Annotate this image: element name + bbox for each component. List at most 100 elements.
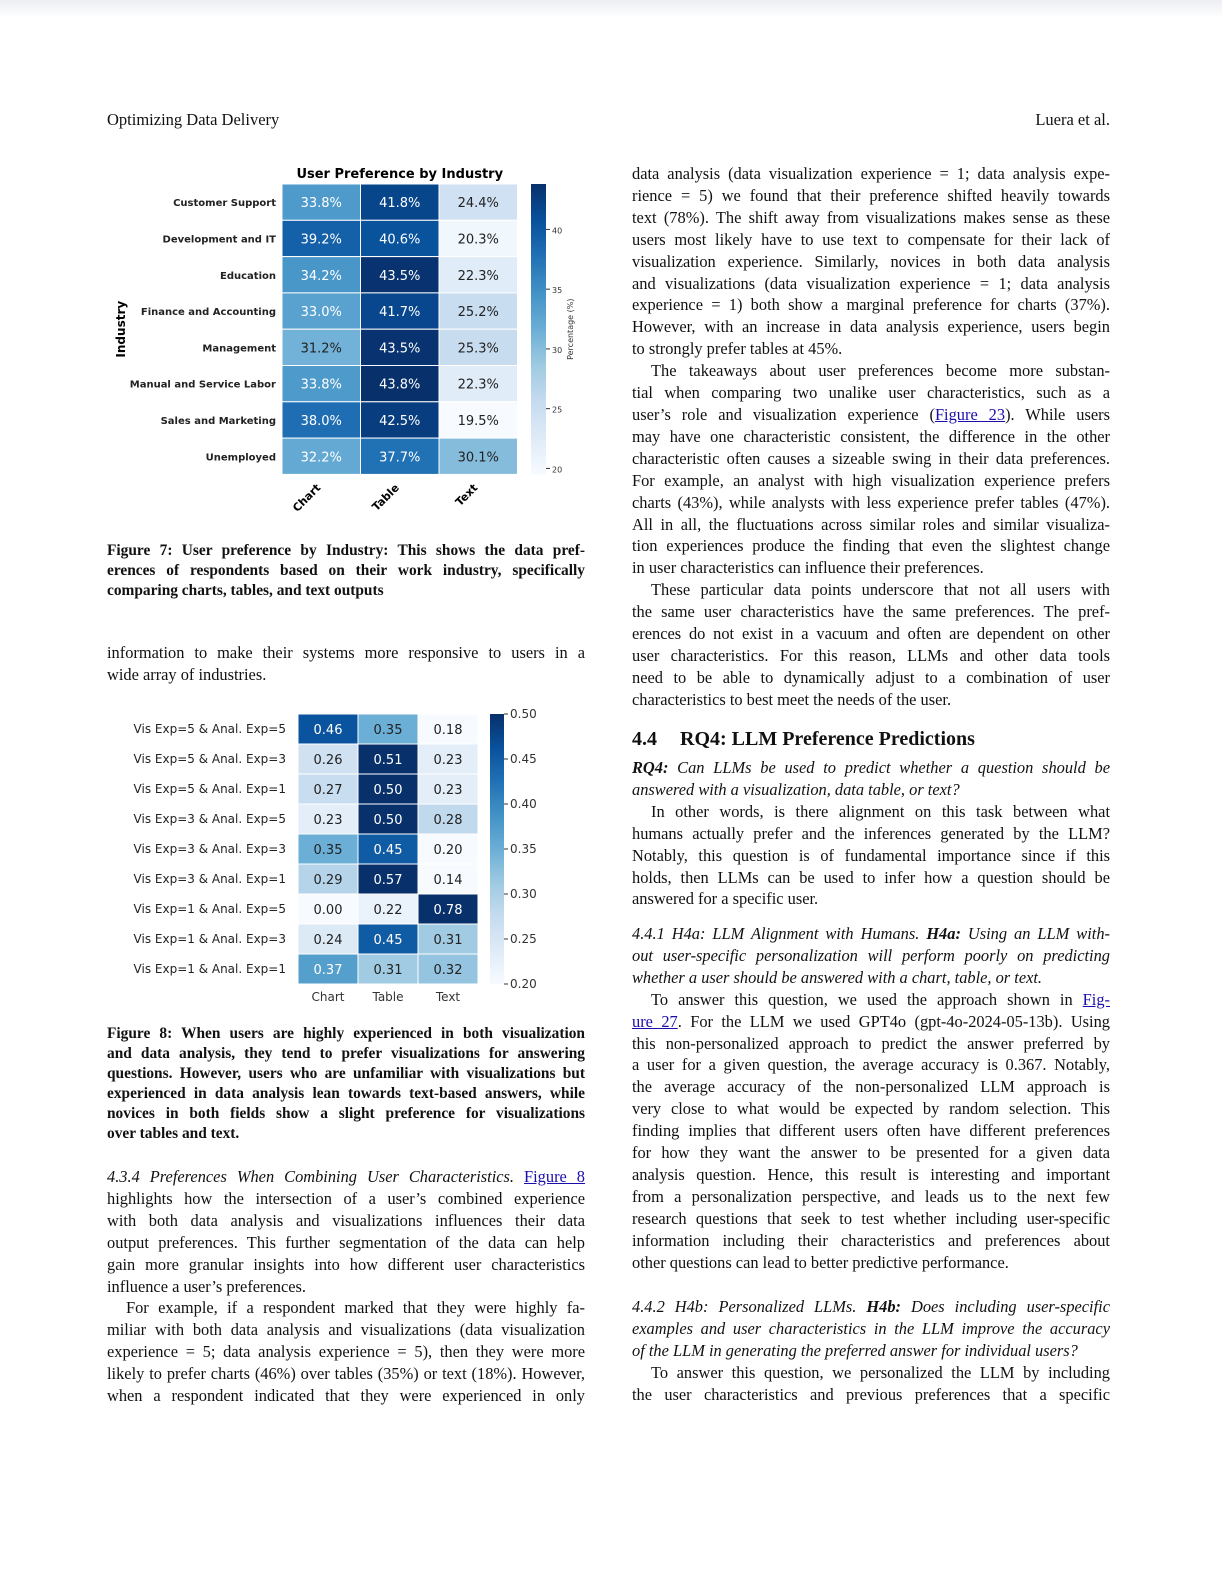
heatmap-cell: [438, 183, 518, 221]
text-line: experience = 1) both show a marginal pre…: [632, 294, 1110, 316]
text-segment: this non-personalized approach to predic…: [632, 1033, 1110, 1053]
text-line: user characteristics. For this reason, L…: [632, 645, 1110, 667]
text-line: when a respondent indicated that they we…: [107, 1385, 585, 1407]
cell-label: 42.5%: [379, 414, 420, 429]
text-segment: research questions that seek to test whe…: [632, 1208, 1110, 1228]
row-label: Vis Exp=1 & Anal. Exp=5: [134, 902, 286, 916]
text-segment: of the LLM in generating the preferred a…: [632, 1340, 1078, 1360]
cell-label: 0.22: [374, 903, 403, 918]
running-header-title: Optimizing Data Delivery: [107, 110, 280, 129]
text-segment: highlights how the intersection of a use…: [107, 1188, 585, 1208]
text-line: 4.4.2 H4b: Personalized LLMs. H4b: Does …: [632, 1296, 1110, 1318]
row-label: Management: [202, 343, 276, 354]
heatmap-cell: [360, 328, 440, 366]
text-line: a user for a given question, the average…: [632, 1054, 1110, 1076]
text-segment: the same user characteristics have the s…: [632, 602, 1110, 622]
text-segment: Does including user-specific: [901, 1297, 1110, 1316]
text-line: experienced in data analysis lean toward…: [107, 1084, 585, 1104]
text-segment: characteristics to best meet the needs o…: [632, 689, 952, 709]
cell-label: 0.32: [434, 963, 463, 978]
text-segment: analysis question. Hence, this result is…: [632, 1164, 1110, 1184]
text-line: For example, an analyst with high visual…: [632, 470, 1110, 492]
text-segment: tial when comparing two unalike user cha…: [632, 383, 1110, 403]
text-line: from a personalization perspective, and …: [632, 1186, 1110, 1208]
text-line: out user-specific personalization will p…: [632, 945, 1110, 967]
heatmap-cell: [281, 437, 361, 475]
row-label: Vis Exp=5 & Anal. Exp=3: [134, 752, 286, 766]
text-line: the same user characteristics have the s…: [632, 601, 1110, 623]
row-label: Education: [220, 271, 276, 282]
text-line: the user characteristics and previous pr…: [632, 1384, 1110, 1406]
colorbar: [490, 714, 504, 984]
row-label: Customer Support: [173, 198, 276, 209]
figure-7-heatmap: 33.8% 41.8% 24.4% 39.2% 40.6% 20.3% 34.2% 43.5%…: [114, 167, 575, 515]
text-line: To answer this question, we used the app…: [632, 989, 1110, 1011]
cell-label: 0.18: [434, 723, 463, 738]
heatmap-cell: [417, 893, 479, 925]
figure-link[interactable]: Figure 23: [934, 404, 1006, 424]
colorbar-tick-label: 0.30: [510, 887, 537, 901]
figure-link[interactable]: Figure 8: [524, 1167, 585, 1186]
row-label: Unemployed: [206, 452, 276, 463]
text-line: However, with an increase in data analys…: [632, 316, 1110, 338]
text-line: Figure 7: User preference by Industry: T…: [107, 541, 585, 561]
colorbar-tick-label: 0.35: [510, 842, 537, 856]
text-line: characteristic often causes a sizeable s…: [632, 448, 1110, 470]
section-4-4-1: 4.4.1 H4a: LLM Alignment with Humans. H4…: [632, 923, 1110, 1274]
figure-link[interactable]: Fig-: [1082, 989, 1110, 1009]
text-line: erences do not exist in a vacuum and oft…: [632, 623, 1110, 645]
column-label: Table: [371, 990, 403, 1004]
heatmap-cell: [281, 365, 361, 403]
text-segment: humans actually prefer and the inference…: [632, 823, 1110, 843]
text-line: To answer this question, we personalized…: [632, 1362, 1110, 1384]
text-line: and data analysis, they tend to prefer v…: [107, 1044, 585, 1064]
text-line: holds, then LLMs can be used to infer ho…: [632, 867, 1110, 889]
text-segment: For example, if a respondent marked that…: [126, 1298, 585, 1318]
row-label: Sales and Marketing: [161, 416, 276, 427]
text-segment: the average accuracy of the non-personal…: [632, 1077, 1110, 1097]
text-segment: The takeaways about user preferences bec…: [651, 361, 1110, 381]
text-segment: miliar with both data analysis and visua…: [107, 1320, 585, 1340]
top-shadow: [0, 0, 1222, 18]
figure-8-caption: Figure 8: When users are highly experien…: [107, 1024, 585, 1143]
colorbar-label: Percentage (%): [566, 299, 575, 360]
text-segment: influence a user’s preferences.: [107, 1276, 307, 1296]
colorbar-tick-label: 0.45: [510, 752, 537, 766]
cell-label: 37.7%: [379, 450, 420, 465]
cell-label: 39.2%: [301, 232, 342, 247]
colorbar-tick-label: 0.40: [510, 797, 537, 811]
text-segment: To answer this question, we used the app…: [651, 989, 1083, 1009]
text-segment: ). While users: [1005, 404, 1110, 424]
text-line: miliar with both data analysis and visua…: [107, 1319, 585, 1341]
cell-label: 33.0%: [301, 305, 342, 320]
text-segment: the user characteristics and previous pr…: [632, 1384, 1110, 1404]
cell-label: 20.3%: [458, 232, 499, 247]
cell-label: 41.7%: [379, 305, 420, 320]
colorbar-tick-label: 35: [552, 286, 562, 295]
text-segment: very close to what would be expected by …: [632, 1099, 1110, 1119]
text-line: finding implies that different users oft…: [632, 1120, 1110, 1142]
cell-label: 0.23: [434, 783, 463, 798]
text-segment: . For the LLM we used GPT4o (gpt-4o-2024…: [677, 1011, 1110, 1031]
cell-label: 0.45: [374, 933, 403, 948]
column-label: Chart: [290, 481, 323, 514]
text-segment: For example, an analyst with high visual…: [632, 470, 1110, 490]
cell-label: 0.45: [374, 843, 403, 858]
text-segment: need to be able to dynamically adjust to…: [632, 667, 1110, 687]
cell-label: 24.4%: [458, 196, 499, 211]
cell-label: 43.5%: [379, 341, 420, 356]
text-segment: experience = 5; data analysis experience…: [107, 1342, 585, 1362]
text-line: data analysis (data visualization experi…: [632, 163, 1110, 185]
text-segment: a user for a given question, the average…: [632, 1055, 1110, 1075]
heatmap-cell: [360, 183, 440, 221]
text-line: need to be able to dynamically adjust to…: [632, 667, 1110, 689]
row-label: Vis Exp=3 & Anal. Exp=1: [134, 872, 286, 886]
text-segment: Can LLMs be used to predict whether a qu…: [668, 758, 1110, 777]
text-segment: These particular data points underscore …: [651, 580, 1110, 600]
cell-label: 0.31: [374, 963, 403, 978]
figure-link[interactable]: ure 27: [632, 1011, 678, 1031]
row-label: Vis Exp=1 & Anal. Exp=3: [134, 932, 286, 946]
heatmap-cell: [417, 953, 479, 985]
heatmap-cell: [360, 401, 440, 439]
text-line: tial when comparing two unalike user cha…: [632, 382, 1110, 404]
